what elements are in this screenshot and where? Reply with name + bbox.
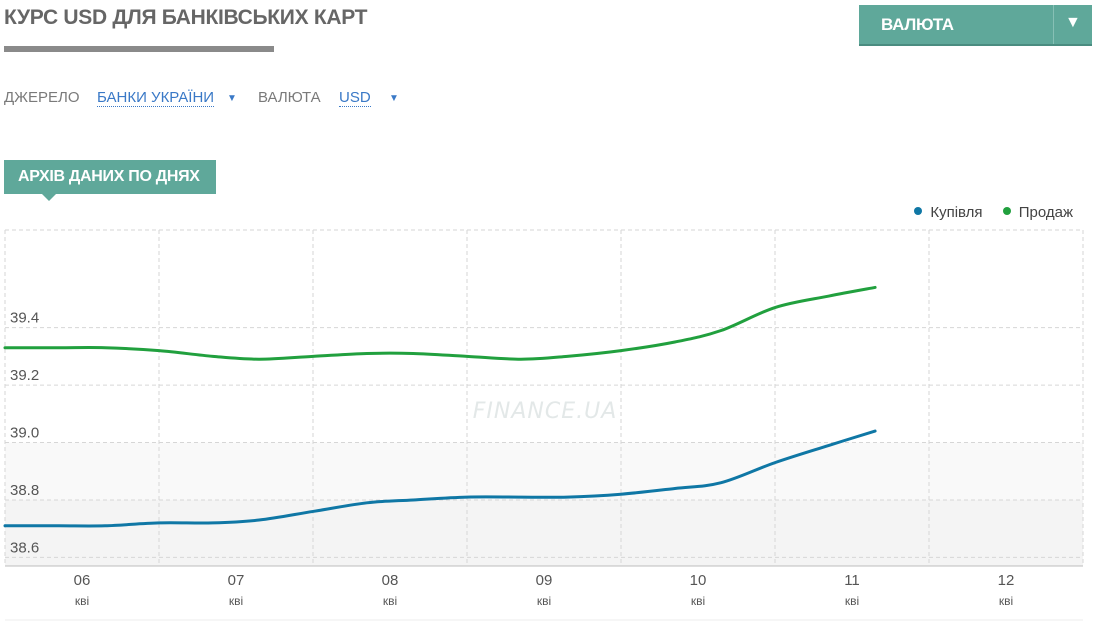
x-tick-sublabel: кві bbox=[383, 594, 397, 608]
y-tick-label: 38.6 bbox=[10, 539, 39, 556]
series-line-buy bbox=[3, 429, 877, 528]
chevron-down-icon[interactable]: ▼ bbox=[1065, 14, 1081, 31]
page-title: КУРС USD ДЛЯ БАНКІВСЬКИХ КАРТ bbox=[4, 6, 368, 29]
source-select[interactable]: БАНКИ УКРАЇНИ bbox=[97, 89, 215, 107]
legend-label-buy: Купівля bbox=[930, 204, 983, 221]
source-label: ДЖЕРЕЛО bbox=[4, 89, 80, 106]
currency-select[interactable]: USD bbox=[339, 89, 371, 107]
legend-item-buy[interactable]: Купівля bbox=[914, 204, 983, 221]
archive-tab-label: АРХІВ ДАНИХ ПО ДНЯХ bbox=[18, 168, 200, 185]
x-tick-label: 06 bbox=[74, 572, 91, 589]
currency-dropdown-label: ВАЛЮТА bbox=[881, 15, 954, 34]
series-line-sell bbox=[3, 285, 877, 361]
y-tick-label: 39.2 bbox=[10, 367, 39, 384]
currency-label: ВАЛЮТА bbox=[258, 89, 321, 106]
legend-item-sell[interactable]: Продаж bbox=[1002, 204, 1073, 221]
watermark-text: FINANCE.UA bbox=[473, 399, 618, 424]
tab-pointer bbox=[42, 194, 56, 201]
chart-legend: Купівля Продаж bbox=[898, 204, 1073, 221]
legend-dot-sell bbox=[1002, 207, 1011, 215]
x-tick-sublabel: кві bbox=[691, 594, 705, 608]
currency-dropdown-button[interactable]: ВАЛЮТА ▼ bbox=[859, 5, 1092, 46]
x-tick-label: 07 bbox=[228, 572, 245, 589]
x-tick-label: 09 bbox=[536, 572, 553, 589]
x-tick-sublabel: кві bbox=[537, 594, 551, 608]
x-tick-sublabel: кві bbox=[845, 594, 859, 608]
x-tick-label: 12 bbox=[998, 572, 1015, 589]
source-chevron-down-icon[interactable]: ▼ bbox=[227, 93, 237, 104]
legend-dot-buy bbox=[914, 207, 923, 215]
y-tick-label: 39.0 bbox=[10, 425, 39, 442]
currency-chevron-down-icon[interactable]: ▼ bbox=[389, 93, 399, 104]
title-underline bbox=[4, 46, 274, 52]
x-tick-label: 08 bbox=[382, 572, 399, 589]
y-tick-label: 38.8 bbox=[10, 482, 39, 499]
x-tick-sublabel: кві bbox=[229, 594, 243, 608]
dropdown-divider bbox=[1053, 5, 1054, 44]
x-tick-sublabel: кві bbox=[75, 594, 89, 608]
x-tick-label: 11 bbox=[844, 572, 860, 589]
x-tick-label: 10 bbox=[690, 572, 707, 589]
archive-by-days-tab[interactable]: АРХІВ ДАНИХ ПО ДНЯХ bbox=[4, 160, 216, 201]
plot-band-mid bbox=[5, 442, 1083, 500]
y-tick-label: 39.4 bbox=[10, 310, 39, 327]
x-tick-sublabel: кві bbox=[999, 594, 1013, 608]
legend-label-sell: Продаж bbox=[1018, 204, 1073, 221]
plot-band-lower bbox=[5, 499, 1083, 566]
